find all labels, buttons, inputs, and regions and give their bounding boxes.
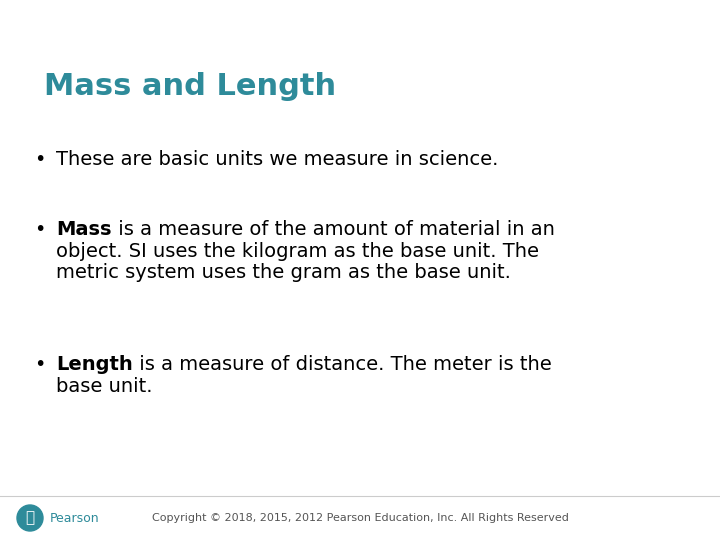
Text: These are basic units we measure in science.: These are basic units we measure in scie… xyxy=(56,150,498,169)
Text: •: • xyxy=(34,355,45,374)
Text: metric system uses the gram as the base unit.: metric system uses the gram as the base … xyxy=(56,264,511,282)
Text: Mass and Length: Mass and Length xyxy=(44,72,336,101)
Text: base unit.: base unit. xyxy=(56,377,153,396)
Text: Mass: Mass xyxy=(56,220,112,239)
Text: Ⓟ: Ⓟ xyxy=(25,510,35,525)
Text: object. SI uses the kilogram as the base unit. The: object. SI uses the kilogram as the base… xyxy=(56,242,539,261)
Circle shape xyxy=(17,505,43,531)
Text: Copyright © 2018, 2015, 2012 Pearson Education, Inc. All Rights Reserved: Copyright © 2018, 2015, 2012 Pearson Edu… xyxy=(152,513,568,523)
Text: is a measure of distance. The meter is the: is a measure of distance. The meter is t… xyxy=(132,355,552,374)
Text: Pearson: Pearson xyxy=(50,511,99,524)
Text: •: • xyxy=(34,220,45,239)
Text: is a measure of the amount of material in an: is a measure of the amount of material i… xyxy=(112,220,554,239)
Text: •: • xyxy=(34,150,45,169)
Text: Length: Length xyxy=(56,355,132,374)
